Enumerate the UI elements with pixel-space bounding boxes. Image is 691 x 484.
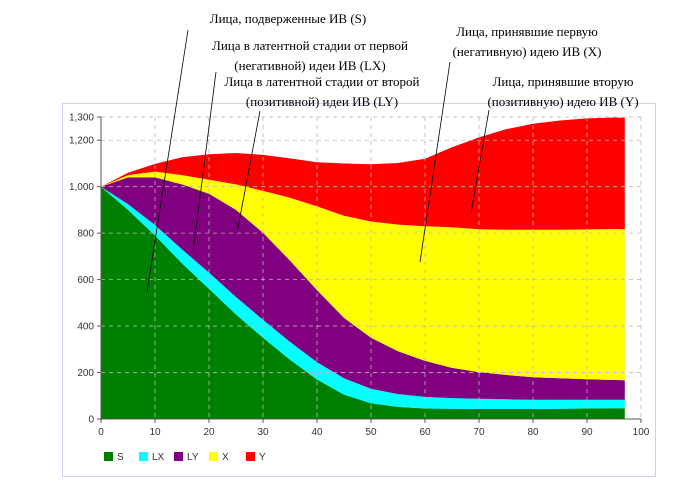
- annotation-s-leader: [146, 29, 189, 293]
- x-tick-label: 20: [203, 427, 215, 438]
- annotation-lx-leader: [192, 71, 217, 253]
- x-tick-label: 100: [633, 427, 650, 438]
- annotation-y-text: Лица, принявшие вторую: [493, 74, 634, 89]
- x-tick-label: 50: [365, 427, 377, 438]
- annotation-y-text: (позитивную) идею ИВ (Y): [487, 94, 638, 109]
- legend-label-lx: LX: [152, 452, 165, 463]
- y-tick-label: 800: [77, 229, 94, 240]
- annotation-layer: Лица, подверженные ИВ (S) Лица в латентно…: [146, 11, 639, 293]
- y-tick-label: 400: [77, 322, 94, 333]
- y-tick-label: 1,300: [69, 113, 94, 124]
- annotation-ly-text: Лица в латентной стадии от второй: [224, 74, 419, 89]
- legend-swatch-s: [104, 452, 113, 461]
- legend-label-s: S: [117, 452, 124, 463]
- legend-swatch-lx: [139, 452, 148, 461]
- x-tick-label: 90: [581, 427, 593, 438]
- y-tick-label: 600: [77, 275, 94, 286]
- x-tick-label: 10: [149, 427, 161, 438]
- legend-label-y: Y: [259, 452, 266, 463]
- annotation-lx-text: (негативной) идеи ИВ (LX): [234, 58, 385, 73]
- legend-swatch-x: [209, 452, 218, 461]
- y-tick-label: 0: [88, 415, 94, 426]
- x-tick-label: 70: [473, 427, 485, 438]
- area-layer: [101, 117, 625, 419]
- area-series-y: [101, 117, 625, 230]
- legend: S LX LY X Y: [104, 452, 266, 463]
- annotation-ly-text: (позитивной) идеи ИВ (LY): [246, 94, 398, 109]
- y-tick-label: 1,000: [69, 182, 94, 193]
- legend-label-ly: LY: [187, 452, 199, 463]
- axes-layer: 0 200 400 600 800 1,000 1,200 1,300 0 10 20 30 40 50 6…: [69, 113, 650, 439]
- legend-swatch-y: [246, 452, 255, 461]
- x-tick-label: 80: [527, 427, 539, 438]
- legend-swatch-ly: [174, 452, 183, 461]
- annotation-x-leader: [419, 61, 451, 263]
- annotation-x-text: (негативную) идею ИВ (X): [452, 44, 601, 59]
- x-tick-label: 30: [257, 427, 269, 438]
- annotation-s-text: Лица, подверженные ИВ (S): [210, 11, 366, 26]
- annotation-x-text: Лица, принявшие первую: [456, 24, 598, 39]
- x-tick-label: 0: [98, 427, 104, 438]
- annotation-lx-text: Лица в латентной стадии от первой: [212, 38, 408, 53]
- area-series-x: [101, 171, 625, 381]
- area-series-s: [101, 186, 625, 419]
- x-tick-label: 60: [419, 427, 431, 438]
- y-tick-label: 1,200: [69, 136, 94, 147]
- legend-label-x: X: [222, 452, 229, 463]
- grid-layer: [101, 116, 642, 419]
- annotation-ly-leader: [236, 110, 261, 234]
- annotation-y-leader: [470, 109, 490, 214]
- y-tick-label: 200: [77, 368, 94, 379]
- x-tick-label: 40: [311, 427, 323, 438]
